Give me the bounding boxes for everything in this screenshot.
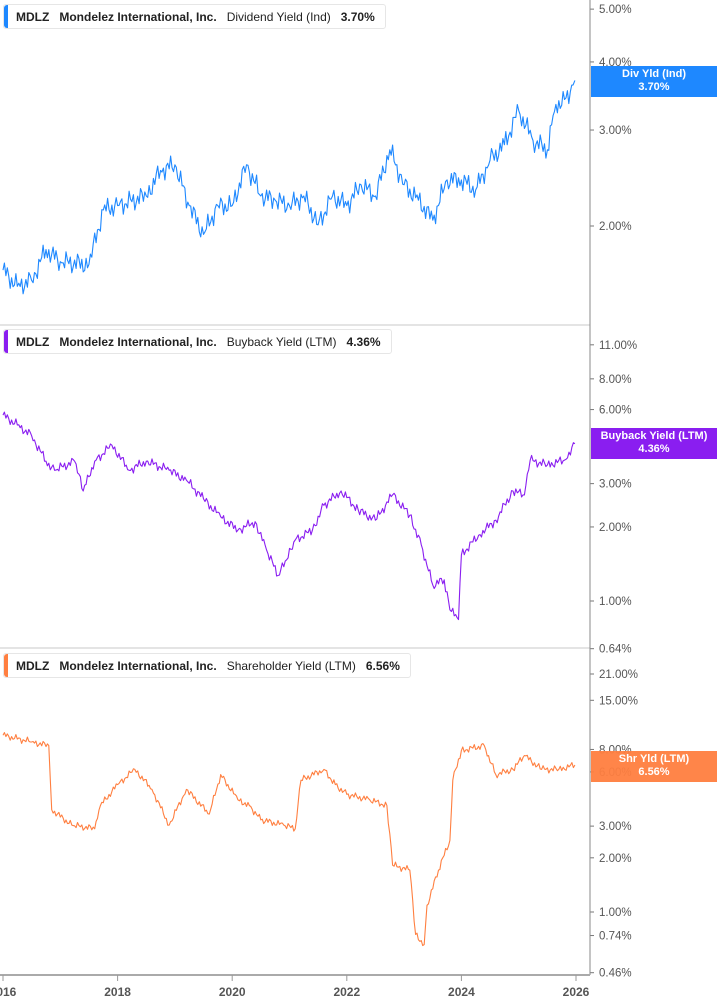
flag-label: Shr Yld (LTM) [618,753,690,765]
y-tick-label-buyback-yield: 11.00% [599,340,637,352]
x-tick-label: 2026 [563,985,590,999]
x-tick-label: 2022 [333,985,360,999]
x-tick-label: 2024 [448,985,475,999]
y-tick-label-buyback-yield: 3.00% [599,479,632,491]
y-tick-label-dividend-yield: 3.00% [599,125,632,137]
flag-value: 4.36% [638,443,670,455]
y-tick-label-shareholder-yield: 3.00% [599,821,632,833]
series-line-buyback-yield [2,411,576,621]
series-color-marker [4,5,8,28]
flag-label: Buyback Yield (LTM) [600,430,708,442]
legend-ticker: MDLZ [16,334,50,349]
flag-value: 3.70% [638,81,670,93]
series-color-marker [4,654,8,677]
y-tick-label-dividend-yield: 4.00% [599,57,632,69]
y-tick-label-shareholder-yield: 0.46% [599,968,632,980]
legend-value: 3.70% [340,9,375,24]
y-tick-label-shareholder-yield: 2.00% [599,853,632,865]
legend-ticker: MDLZ [16,9,50,24]
x-tick-label: 2018 [104,985,131,999]
y-tick-label-buyback-yield: 1.00% [599,596,632,608]
legend-dividend-yield: MDLZ Mondelez International, Inc. Divide… [3,4,386,29]
legend-buyback-yield: MDLZ Mondelez International, Inc. Buybac… [3,329,392,354]
legend-value: 6.56% [365,658,400,673]
legend-shareholder-yield: MDLZ Mondelez International, Inc. Shareh… [3,653,411,678]
legend-company: Mondelez International, Inc. [59,9,217,24]
y-tick-label-buyback-yield: 8.00% [599,374,632,386]
legend-ticker: MDLZ [16,658,50,673]
series-line-shareholder-yield [2,732,576,947]
legend-metric: Shareholder Yield (LTM) [226,658,356,673]
legend-metric: Dividend Yield (Ind) [226,9,331,24]
legend-company: Mondelez International, Inc. [59,334,217,349]
x-tick-label: 2020 [219,985,246,999]
y-tick-label-shareholder-yield: 0.74% [599,931,632,943]
flag-label: Div Yld (Ind) [622,68,686,80]
y-tick-label-shareholder-yield: 21.00% [599,669,638,681]
last-value-flag-dividend: Div Yld (Ind) 3.70% [591,66,717,97]
y-tick-label-dividend-yield: 5.00% [599,4,632,16]
last-value-flag-shareholder: Shr Yld (LTM) 6.56% [591,751,717,782]
y-tick-label-buyback-yield: 2.00% [599,522,632,534]
flag-value: 6.56% [638,766,670,778]
x-tick-label: 2016 [0,985,17,999]
legend-value: 4.36% [346,334,381,349]
series-line-dividend-yield [2,80,576,295]
y-tick-label-buyback-yield: 6.00% [599,405,632,417]
y-tick-label-buyback-yield: 0.64% [599,644,632,656]
series-color-marker [4,330,8,353]
y-tick-label-dividend-yield: 2.00% [599,221,632,233]
y-tick-label-shareholder-yield: 15.00% [599,695,638,707]
last-value-flag-buyback: Buyback Yield (LTM) 4.36% [591,428,717,459]
y-tick-label-shareholder-yield: 1.00% [599,907,632,919]
legend-company: Mondelez International, Inc. [59,658,217,673]
legend-metric: Buyback Yield (LTM) [226,334,337,349]
